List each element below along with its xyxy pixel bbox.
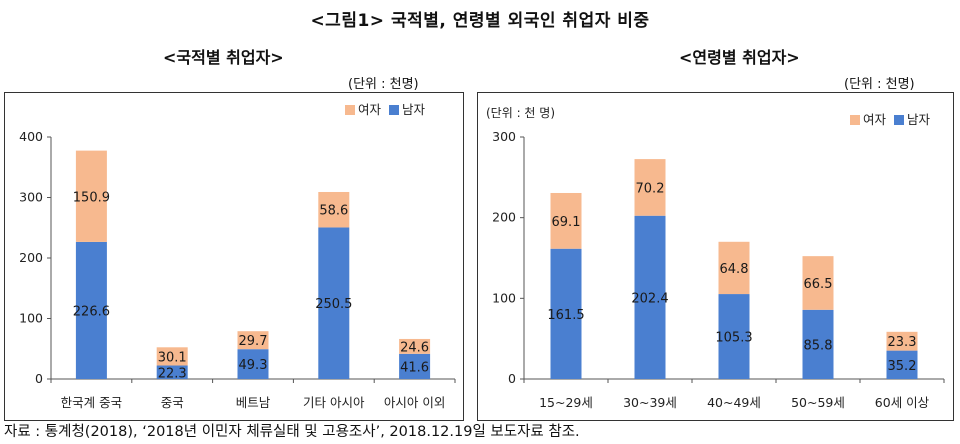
data-label-male: 202.4 (631, 291, 668, 306)
bar-male (75, 241, 107, 379)
x-tick-label: 중국 (161, 395, 184, 410)
bar-male (886, 350, 918, 379)
data-label-female: 24.6 (400, 340, 429, 355)
bar-male (718, 294, 750, 379)
data-label-female: 29.7 (239, 334, 268, 349)
legend-label-female: 여자 (358, 102, 382, 117)
legend-label-female: 여자 (863, 112, 887, 127)
data-label-male: 22.3 (158, 366, 187, 381)
legend-swatch-female (345, 105, 355, 115)
bar-female (718, 241, 750, 295)
data-label-female: 69.1 (552, 215, 581, 230)
x-tick-label: 40~49세 (707, 395, 761, 410)
bar-female (399, 338, 431, 354)
y-tick-label: 300 (492, 129, 516, 144)
page-title: <그림1> 국적별, 연령별 외국인 취업자 비중 (310, 11, 650, 31)
bar-female (75, 150, 107, 242)
x-tick-label: 한국계 중국 (61, 395, 122, 410)
bar-female (634, 159, 666, 216)
source-note: 자료 : 통계청(2018), ‘2018년 이민자 체류실태 및 고용조사’,… (4, 424, 580, 440)
data-label-female: 66.5 (804, 277, 833, 292)
chart-1-panel: 0 100 200 300 400 한국계 중국 중국 베트남 기타 아시아 아시아 이외 226.… (4, 92, 464, 421)
bar-female (802, 256, 834, 310)
x-tick-label: 30~39세 (623, 395, 677, 410)
bar-male (634, 215, 666, 379)
y-tick-label: 0 (508, 371, 516, 386)
legend-label-male: 남자 (907, 112, 931, 127)
chart-1-subtitle: <국적별 취업자> (163, 48, 284, 67)
data-label-male: 226.6 (73, 304, 110, 319)
data-label-female: 64.8 (720, 262, 749, 277)
legend-label-male: 남자 (402, 102, 426, 117)
data-label-male: 85.8 (804, 338, 833, 353)
bar-male (550, 248, 582, 379)
y-tick-label: 100 (19, 311, 43, 326)
chart-1-svg: 0 100 200 300 400 한국계 중국 중국 베트남 기타 아시아 아시아 이외 226.… (19, 102, 456, 410)
bar-male (237, 349, 269, 379)
legend-swatch-female (850, 115, 860, 125)
bar-male (399, 353, 431, 379)
y-tick-label: 300 (19, 190, 43, 205)
x-tick-label: 아시아 이외 (384, 395, 445, 410)
y-tick-label: 200 (19, 250, 43, 265)
inner-unit-label: (단위 : 천 명) (486, 105, 555, 120)
y-tick-label: 0 (35, 371, 43, 386)
x-tick-label: 60세 이상 (875, 395, 930, 410)
data-label-male: 250.5 (315, 297, 352, 312)
bar-female (550, 192, 582, 249)
chart-2-subtitle: <연령별 취업자> (679, 48, 800, 67)
bar-male (318, 227, 350, 379)
data-label-female: 70.2 (636, 181, 665, 196)
data-label-male: 161.5 (547, 308, 584, 323)
data-label-female: 150.9 (73, 190, 110, 205)
data-label-male: 49.3 (239, 358, 268, 373)
data-label-male: 41.6 (400, 360, 429, 375)
legend-swatch-male (389, 105, 399, 115)
y-tick-label: 200 (492, 210, 516, 225)
chart-2-panel: (단위 : 천 명) 0 100 200 300 15~29세 30~39세 40~49세 50… (477, 92, 954, 421)
data-label-female: 30.1 (158, 350, 187, 365)
chart-2-unit: (단위 : 천명) (844, 77, 915, 92)
bar-female (237, 331, 269, 350)
x-tick-label: 기타 아시아 (303, 395, 365, 410)
data-label-female: 58.6 (319, 204, 348, 219)
data-label-female: 23.3 (888, 335, 917, 350)
chart-2-svg: (단위 : 천 명) 0 100 200 300 15~29세 30~39세 40~49세 50… (486, 105, 945, 410)
data-label-male: 105.3 (715, 331, 752, 346)
bar-female (156, 347, 188, 366)
y-tick-label: 100 (492, 290, 516, 305)
legend-swatch-male (894, 115, 904, 125)
bar-male (156, 365, 188, 379)
bar-male (802, 309, 834, 379)
bar-female (886, 331, 918, 351)
chart-1-unit: (단위 : 천명) (348, 77, 419, 92)
bar-female (318, 191, 350, 228)
x-tick-label: 베트남 (236, 395, 271, 410)
x-tick-label: 15~29세 (539, 395, 593, 410)
y-tick-label: 400 (19, 129, 43, 144)
x-tick-label: 50~59세 (791, 395, 845, 410)
data-label-male: 35.2 (888, 359, 917, 374)
